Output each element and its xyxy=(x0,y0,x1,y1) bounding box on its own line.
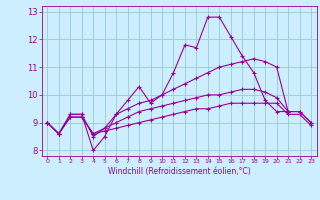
X-axis label: Windchill (Refroidissement éolien,°C): Windchill (Refroidissement éolien,°C) xyxy=(108,167,251,176)
